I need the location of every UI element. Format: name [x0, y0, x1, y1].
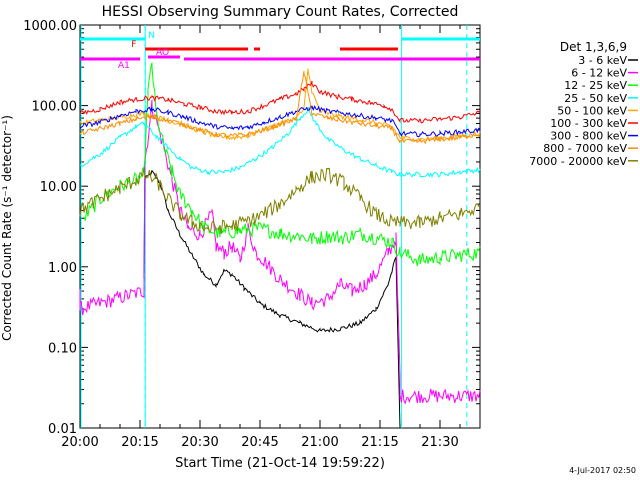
x-tick-label: 21:00: [301, 435, 338, 450]
y-tick-label: 10.00: [40, 180, 77, 195]
chart-title: HESSI Observing Summary Count Rates, Cor…: [102, 4, 459, 20]
legend-entry: 6 - 12 keV: [571, 67, 627, 80]
x-tick-label: 20:15: [121, 435, 158, 450]
series-line: [143, 170, 401, 429]
x-tick-label: 20:00: [61, 435, 98, 450]
legend-entry: 50 - 100 keV: [557, 104, 627, 117]
x-tick-label: 21:15: [361, 435, 398, 450]
legend-entry: 7000 - 20000 keV: [529, 155, 627, 168]
flag-label-n: N: [148, 31, 155, 41]
series-line: [79, 104, 481, 138]
y-tick-label: 1000.00: [23, 19, 77, 34]
x-tick-label: 20:30: [181, 435, 218, 450]
y-tick-label: 0.10: [48, 341, 77, 356]
series-line: [79, 106, 481, 178]
legend-entry: 300 - 800 keV: [550, 130, 627, 143]
flag-label-a1: A1: [118, 61, 130, 71]
y-tick-label: 100.00: [32, 100, 78, 115]
legend-entry: 25 - 50 keV: [564, 92, 627, 105]
legend-entry: 12 - 25 keV: [564, 79, 627, 92]
series-line: [83, 62, 481, 267]
y-tick-label: 1.00: [48, 261, 77, 276]
y-tick-label: 0.01: [48, 422, 77, 437]
series-line: [79, 80, 481, 124]
x-tick-label: 20:45: [241, 435, 278, 450]
series-line: [79, 68, 481, 142]
y-axis-label: Corrected Count Rate (s⁻¹ detector⁻¹): [0, 115, 14, 341]
footer-date: 4-Jul-2017 02:50: [569, 466, 636, 475]
legend-entry: 100 - 300 keV: [550, 117, 627, 130]
legend-title: Det 1,3,6,9: [560, 40, 627, 54]
series-line: [79, 167, 481, 235]
x-tick-label: 21:30: [421, 435, 458, 450]
legend-entry: 3 - 6 keV: [578, 54, 627, 67]
flag-label-f: F: [131, 40, 136, 50]
x-axis-label: Start Time (21-Oct-14 19:59:22): [175, 456, 385, 471]
flag-label-ao: AO: [156, 48, 169, 58]
legend-entry: 800 - 7000 keV: [543, 142, 627, 155]
series-line: [79, 70, 480, 145]
series-line: [79, 99, 481, 405]
